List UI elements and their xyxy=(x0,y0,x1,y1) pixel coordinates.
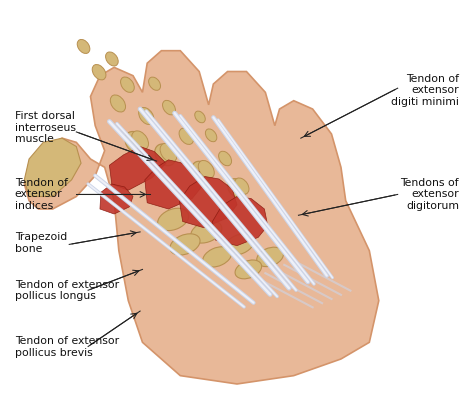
Ellipse shape xyxy=(139,107,154,125)
Polygon shape xyxy=(100,184,133,214)
Ellipse shape xyxy=(160,143,177,162)
Polygon shape xyxy=(109,146,166,190)
Ellipse shape xyxy=(225,234,254,255)
Ellipse shape xyxy=(195,111,205,123)
Text: Tendon of
extensor
digiti minimi: Tendon of extensor digiti minimi xyxy=(391,74,459,107)
Ellipse shape xyxy=(203,247,231,267)
Ellipse shape xyxy=(198,161,214,178)
Ellipse shape xyxy=(106,52,118,66)
Text: Tendon of
extensor
indices: Tendon of extensor indices xyxy=(15,178,68,211)
Ellipse shape xyxy=(219,151,232,166)
Ellipse shape xyxy=(92,64,106,80)
Ellipse shape xyxy=(228,178,246,198)
Ellipse shape xyxy=(158,208,189,231)
Polygon shape xyxy=(179,176,237,228)
Ellipse shape xyxy=(77,39,90,54)
Text: Tendon of extensor
pollicus longus: Tendon of extensor pollicus longus xyxy=(15,280,119,301)
Ellipse shape xyxy=(125,132,146,153)
Ellipse shape xyxy=(235,260,262,279)
Ellipse shape xyxy=(110,95,126,112)
Ellipse shape xyxy=(170,234,200,255)
Ellipse shape xyxy=(163,100,175,115)
Ellipse shape xyxy=(191,221,222,243)
Ellipse shape xyxy=(205,129,217,142)
Ellipse shape xyxy=(132,131,148,150)
Ellipse shape xyxy=(235,178,249,194)
Text: First dorsal
interroseus
muscle: First dorsal interroseus muscle xyxy=(15,111,76,144)
Ellipse shape xyxy=(179,128,193,145)
Text: Tendons of
extensor
digitorum: Tendons of extensor digitorum xyxy=(401,178,459,211)
Ellipse shape xyxy=(257,247,283,267)
Ellipse shape xyxy=(120,77,134,92)
Polygon shape xyxy=(212,196,268,246)
Polygon shape xyxy=(24,51,379,384)
Text: Tendon of extensor
pollicus brevis: Tendon of extensor pollicus brevis xyxy=(15,336,119,358)
Ellipse shape xyxy=(155,144,175,166)
Polygon shape xyxy=(145,160,204,209)
Polygon shape xyxy=(24,138,81,196)
Ellipse shape xyxy=(149,77,161,90)
Text: Trapezoid
bone: Trapezoid bone xyxy=(15,232,67,253)
Ellipse shape xyxy=(192,161,211,182)
